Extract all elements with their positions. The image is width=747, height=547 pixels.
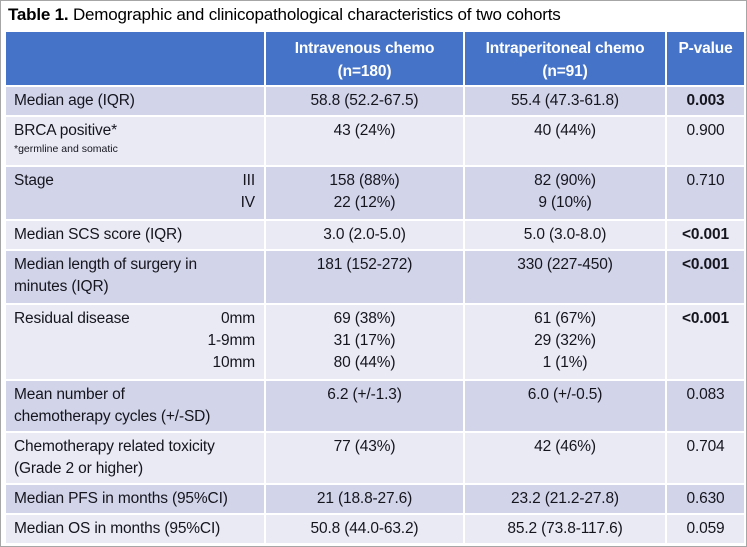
row-label-cell: Mean number of chemotherapy cycles (+/-S… bbox=[6, 381, 264, 431]
ip-value-cell: 23.2 (21.2-27.8) bbox=[465, 485, 665, 513]
characteristics-table: Intravenous chemo (n=180) Intraperitonea… bbox=[6, 32, 744, 545]
ip-value-cell: 85.2 (73.8-117.6) bbox=[465, 515, 665, 543]
table-title-number: Table 1. bbox=[8, 5, 69, 24]
header-intravenous-label: Intravenous chemo bbox=[294, 40, 435, 57]
row-label-cell: Chemotherapy related toxicity (Grade 2 o… bbox=[6, 433, 264, 483]
row-label: Median SCS score (IQR) bbox=[14, 226, 183, 243]
ip-value-cell: 5.0 (3.0-8.0) bbox=[465, 221, 665, 249]
header-col-intravenous: Intravenous chemo (n=180) bbox=[266, 32, 463, 85]
ip-value-cell: 55.4 (47.3-61.8) bbox=[465, 87, 665, 115]
row-sublabel: III bbox=[242, 172, 256, 189]
row-label-cell: Median OS in months (95%CI) bbox=[6, 515, 264, 543]
table-row: Residual disease 0mm 1-9mm 10mm 69 (38%) 3… bbox=[6, 305, 744, 379]
row-sublabel: IV bbox=[240, 194, 256, 211]
iv-value-cell: 58.8 (52.2-67.5) bbox=[266, 87, 463, 115]
table-row: Chemotherapy related toxicity (Grade 2 o… bbox=[6, 433, 744, 483]
row-sublabel: 1-9mm bbox=[207, 332, 256, 349]
p-value-cell: 0.630 bbox=[667, 485, 744, 513]
row-label: BRCA positive* bbox=[14, 122, 118, 139]
iv-value-cell: 77 (43%) bbox=[266, 433, 463, 483]
table-row: Median length of surgery in minutes (IQR… bbox=[6, 251, 744, 303]
ip-value-cell: 42 (46%) bbox=[465, 433, 665, 483]
iv-value-cell: 3.0 (2.0-5.0) bbox=[266, 221, 463, 249]
ip-value-cell: 330 (227-450) bbox=[465, 251, 665, 303]
row-label-cell: Median length of surgery in minutes (IQR… bbox=[6, 251, 264, 303]
row-label: Chemotherapy related toxicity bbox=[14, 438, 215, 455]
table-row: Mean number of chemotherapy cycles (+/-S… bbox=[6, 381, 744, 431]
table-row: Median age (IQR) 58.8 (52.2-67.5) 55.4 (… bbox=[6, 87, 744, 115]
table-row: Median SCS score (IQR) 3.0 (2.0-5.0) 5.0… bbox=[6, 221, 744, 249]
iv-value-cell: 69 (38%) 31 (17%) 80 (44%) bbox=[266, 305, 463, 379]
row-label-cell: BRCA positive* *germline and somatic bbox=[6, 117, 264, 165]
row-label: Residual disease bbox=[14, 310, 130, 327]
row-label-cell: Stage III IV bbox=[6, 167, 264, 219]
row-label: Median PFS in months (95%CI) bbox=[14, 490, 228, 507]
header-col-pvalue: P-value bbox=[667, 32, 744, 85]
header-col-intraperitoneal: Intraperitoneal chemo (n=91) bbox=[465, 32, 665, 85]
row-label: Median length of surgery in bbox=[14, 256, 197, 273]
iv-value-cell: 158 (88%) 22 (12%) bbox=[266, 167, 463, 219]
table-row: BRCA positive* *germline and somatic 43 … bbox=[6, 117, 744, 165]
ip-value-cell: 82 (90%) 9 (10%) bbox=[465, 167, 665, 219]
row-label-line2: chemotherapy cycles (+/-SD) bbox=[14, 408, 211, 425]
table-header-row: Intravenous chemo (n=180) Intraperitonea… bbox=[6, 32, 744, 85]
row-label-footnote: *germline and somatic bbox=[14, 143, 118, 155]
iv-value-cell: 50.8 (44.0-63.2) bbox=[266, 515, 463, 543]
row-label: Median OS in months (95%CI) bbox=[14, 520, 221, 537]
row-sublabel: 10mm bbox=[212, 354, 256, 371]
iv-value-cell: 21 (18.8-27.6) bbox=[266, 485, 463, 513]
p-value-cell: 0.710 bbox=[667, 167, 744, 219]
header-intraperitoneal-n: (n=91) bbox=[542, 63, 588, 80]
p-value-cell: 0.059 bbox=[667, 515, 744, 543]
row-label-cell: Median SCS score (IQR) bbox=[6, 221, 264, 249]
p-value-cell: <0.001 bbox=[667, 251, 744, 303]
p-value-cell: 0.900 bbox=[667, 117, 744, 165]
ip-value-cell: 40 (44%) bbox=[465, 117, 665, 165]
row-label: Stage bbox=[14, 172, 54, 189]
ip-value-cell: 61 (67%) 29 (32%) 1 (1%) bbox=[465, 305, 665, 379]
p-value-cell: <0.001 bbox=[667, 305, 744, 379]
header-intravenous-n: (n=180) bbox=[337, 63, 392, 80]
header-pvalue-label: P-value bbox=[678, 40, 733, 57]
table-title: Table 1. Demographic and clinicopatholog… bbox=[8, 5, 561, 25]
row-label-line2: minutes (IQR) bbox=[14, 278, 109, 295]
iv-value-cell: 6.2 (+/-1.3) bbox=[266, 381, 463, 431]
p-value-cell: <0.001 bbox=[667, 221, 744, 249]
row-label-cell: Median PFS in months (95%CI) bbox=[6, 485, 264, 513]
iv-value-cell: 43 (24%) bbox=[266, 117, 463, 165]
row-sublabel: 0mm bbox=[221, 310, 255, 327]
row-label-cell: Residual disease 0mm 1-9mm 10mm bbox=[6, 305, 264, 379]
iv-value-cell: 181 (152-272) bbox=[266, 251, 463, 303]
header-intraperitoneal-label: Intraperitoneal chemo bbox=[485, 40, 645, 57]
p-value-cell: 0.003 bbox=[667, 87, 744, 115]
header-col-empty bbox=[6, 32, 264, 85]
row-label-line2: (Grade 2 or higher) bbox=[14, 460, 143, 477]
p-value-cell: 0.083 bbox=[667, 381, 744, 431]
ip-value-cell: 6.0 (+/-0.5) bbox=[465, 381, 665, 431]
table-row: Median OS in months (95%CI) 50.8 (44.0-6… bbox=[6, 515, 744, 543]
table-row: Median PFS in months (95%CI) 21 (18.8-27… bbox=[6, 485, 744, 513]
row-label: Median age (IQR) bbox=[14, 92, 135, 109]
row-label: Mean number of bbox=[14, 386, 125, 403]
table-row: Stage III IV 158 (88%) 22 (12%) 82 (90%) 9 … bbox=[6, 167, 744, 219]
row-label-cell: Median age (IQR) bbox=[6, 87, 264, 115]
p-value-cell: 0.704 bbox=[667, 433, 744, 483]
table-title-text: Demographic and clinicopathological char… bbox=[68, 5, 561, 24]
